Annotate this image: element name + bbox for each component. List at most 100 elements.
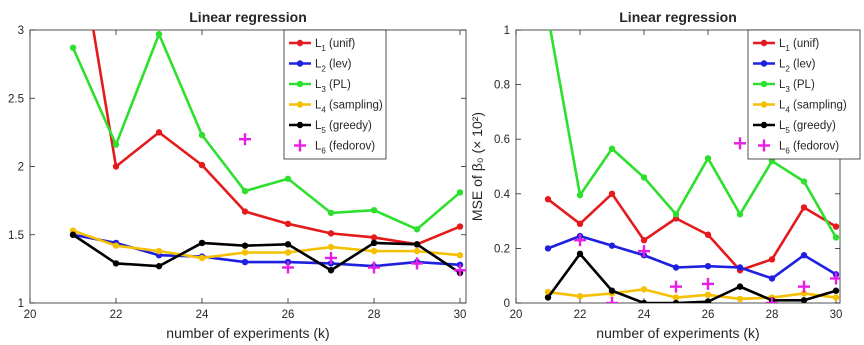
data-point <box>608 145 616 152</box>
legend-entry-4: L4 (sampling) <box>289 100 383 115</box>
data-point <box>198 161 206 169</box>
data-point <box>456 189 464 196</box>
data-point <box>832 223 840 230</box>
series-line <box>547 288 837 301</box>
legend-entry-6: L6 (fedorov) <box>758 139 839 156</box>
data-point <box>734 137 746 150</box>
series-line <box>546 252 837 303</box>
data-point <box>768 275 776 282</box>
data-point <box>640 299 648 303</box>
x-axis-label: number of experiments (k) <box>596 325 759 341</box>
data-point <box>576 250 584 258</box>
data-point <box>800 252 808 259</box>
legend-label: L5 (greedy) <box>315 120 372 135</box>
x-tick-label: 24 <box>638 309 651 321</box>
legend-label: L5 (greedy) <box>779 120 836 135</box>
data-point <box>768 157 776 165</box>
data-point <box>241 258 249 266</box>
data-point <box>638 245 650 258</box>
legend: L1 (unif) L2 (lev) L3 (PL) L4 (sampling) L5 … <box>747 29 861 160</box>
legend-marker <box>760 60 768 67</box>
data-point <box>370 239 378 247</box>
series-1 <box>92 30 464 248</box>
data-point <box>736 211 744 218</box>
data-point <box>69 231 77 238</box>
data-point <box>704 291 712 299</box>
data-point <box>413 226 421 233</box>
data-point <box>768 256 776 263</box>
data-point <box>454 264 466 277</box>
legend-label: L6 (fedorov) <box>315 141 375 156</box>
data-point <box>327 267 335 274</box>
series-line <box>92 30 461 246</box>
y-tick-label: 3 <box>18 25 24 37</box>
data-point <box>155 129 163 136</box>
x-tick-label: 20 <box>24 309 37 321</box>
data-point <box>284 249 292 256</box>
legend-marker <box>296 101 304 108</box>
x-tick-label: 28 <box>766 309 779 321</box>
chart-title: Linear regression <box>619 9 737 25</box>
legend-entry-3: L3 (PL) <box>289 79 351 94</box>
series-3 <box>549 30 840 241</box>
legend-label: L4 (sampling) <box>315 100 383 115</box>
data-point <box>544 245 552 252</box>
series-5 <box>69 231 464 277</box>
data-point <box>672 294 680 301</box>
data-point <box>112 141 120 148</box>
legend-marker <box>760 39 768 47</box>
data-point <box>736 283 744 290</box>
data-point <box>413 247 421 255</box>
data-point <box>800 178 808 185</box>
x-tick-label: 22 <box>574 309 587 321</box>
legend-label: L6 (fedorov) <box>779 141 839 156</box>
legend-label: L4 (sampling) <box>779 100 847 115</box>
data-point <box>544 196 552 203</box>
data-point <box>832 287 840 294</box>
y-tick-label: 0.4 <box>494 189 511 201</box>
data-point <box>198 254 206 262</box>
legend-entry-5: L5 (greedy) <box>753 120 836 135</box>
series-line <box>549 30 838 239</box>
data-point <box>241 242 249 249</box>
data-point <box>608 190 616 197</box>
x-tick-label: 28 <box>368 309 381 321</box>
data-point <box>198 239 206 247</box>
data-point <box>640 174 648 181</box>
series-line <box>547 234 837 280</box>
data-point <box>704 298 712 303</box>
data-point <box>370 234 378 241</box>
y-tick-label: 0.2 <box>494 243 510 255</box>
data-point <box>282 261 294 274</box>
legend-label: L1 (unif) <box>779 38 819 53</box>
data-point <box>456 252 464 259</box>
data-point <box>800 290 808 297</box>
data-point <box>284 175 292 182</box>
series-line <box>71 32 461 231</box>
x-tick-label: 26 <box>702 309 715 321</box>
data-point <box>69 44 77 51</box>
y-tick-label: 2 <box>18 162 24 174</box>
legend-marker <box>760 101 768 108</box>
x-tick-label: 22 <box>110 309 123 321</box>
data-point <box>155 247 163 255</box>
data-point <box>544 294 552 301</box>
y-tick-label: 0 <box>504 298 510 310</box>
series-line <box>547 192 837 272</box>
legend-entry-2: L2 (lev) <box>753 59 816 74</box>
legend-label: L3 (PL) <box>779 79 815 94</box>
data-point <box>112 260 120 267</box>
data-point <box>325 251 337 264</box>
data-point <box>670 280 682 293</box>
data-point <box>241 208 249 215</box>
data-point <box>576 220 584 228</box>
legend-entry-2: L2 (lev) <box>289 59 352 74</box>
data-point <box>800 297 808 303</box>
x-tick-label: 30 <box>830 309 843 321</box>
y-tick-label: 2.5 <box>8 93 24 105</box>
series-6 <box>239 133 466 277</box>
series-5 <box>544 250 840 303</box>
legend-entry-5: L5 (greedy) <box>289 120 372 135</box>
data-point <box>608 287 616 294</box>
series-line <box>72 233 461 275</box>
